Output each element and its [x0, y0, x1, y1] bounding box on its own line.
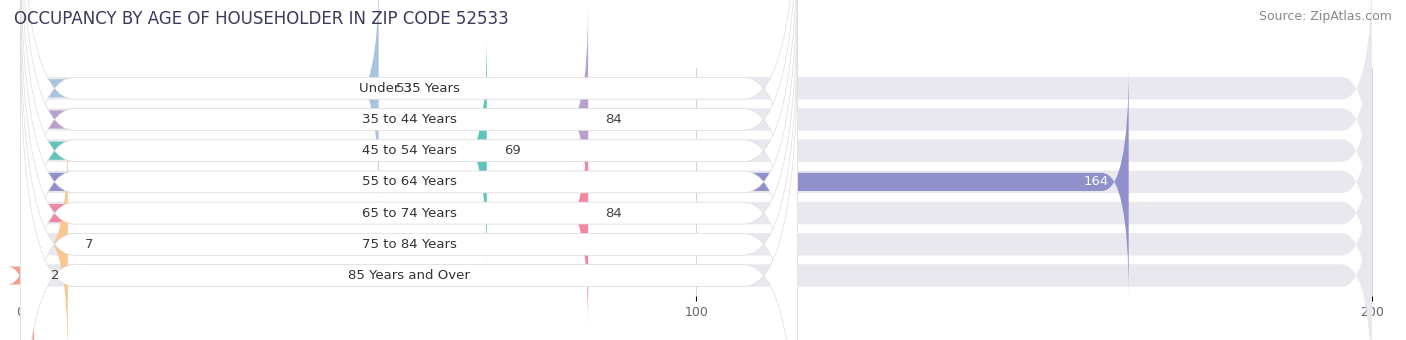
FancyBboxPatch shape [21, 0, 797, 340]
FancyBboxPatch shape [21, 0, 1372, 218]
FancyBboxPatch shape [21, 0, 1372, 249]
FancyBboxPatch shape [21, 0, 797, 340]
FancyBboxPatch shape [21, 5, 797, 340]
FancyBboxPatch shape [21, 129, 67, 340]
FancyBboxPatch shape [21, 53, 1372, 311]
Text: 55 to 64 Years: 55 to 64 Years [361, 175, 457, 188]
FancyBboxPatch shape [21, 4, 588, 235]
FancyBboxPatch shape [21, 0, 797, 340]
Text: 65 to 74 Years: 65 to 74 Years [361, 207, 457, 220]
Text: 7: 7 [84, 238, 93, 251]
FancyBboxPatch shape [21, 0, 797, 340]
FancyBboxPatch shape [21, 35, 486, 267]
FancyBboxPatch shape [21, 0, 378, 204]
FancyBboxPatch shape [21, 97, 588, 329]
FancyBboxPatch shape [21, 84, 1372, 340]
Text: 164: 164 [1083, 175, 1108, 188]
FancyBboxPatch shape [21, 115, 1372, 340]
Text: 84: 84 [605, 113, 621, 126]
Text: 45 to 54 Years: 45 to 54 Years [361, 144, 457, 157]
Text: Under 35 Years: Under 35 Years [359, 82, 460, 95]
FancyBboxPatch shape [21, 66, 1129, 298]
FancyBboxPatch shape [21, 21, 1372, 280]
Text: 2: 2 [51, 269, 59, 282]
Text: 69: 69 [503, 144, 520, 157]
Text: Source: ZipAtlas.com: Source: ZipAtlas.com [1258, 10, 1392, 23]
FancyBboxPatch shape [21, 0, 797, 327]
FancyBboxPatch shape [7, 160, 48, 340]
Text: 85 Years and Over: 85 Years and Over [349, 269, 470, 282]
Text: 35 to 44 Years: 35 to 44 Years [361, 113, 457, 126]
Text: 75 to 84 Years: 75 to 84 Years [361, 238, 457, 251]
FancyBboxPatch shape [21, 146, 1372, 340]
Text: OCCUPANCY BY AGE OF HOUSEHOLDER IN ZIP CODE 52533: OCCUPANCY BY AGE OF HOUSEHOLDER IN ZIP C… [14, 10, 509, 28]
Text: 84: 84 [605, 207, 621, 220]
Text: 53: 53 [395, 82, 412, 95]
FancyBboxPatch shape [21, 37, 797, 340]
